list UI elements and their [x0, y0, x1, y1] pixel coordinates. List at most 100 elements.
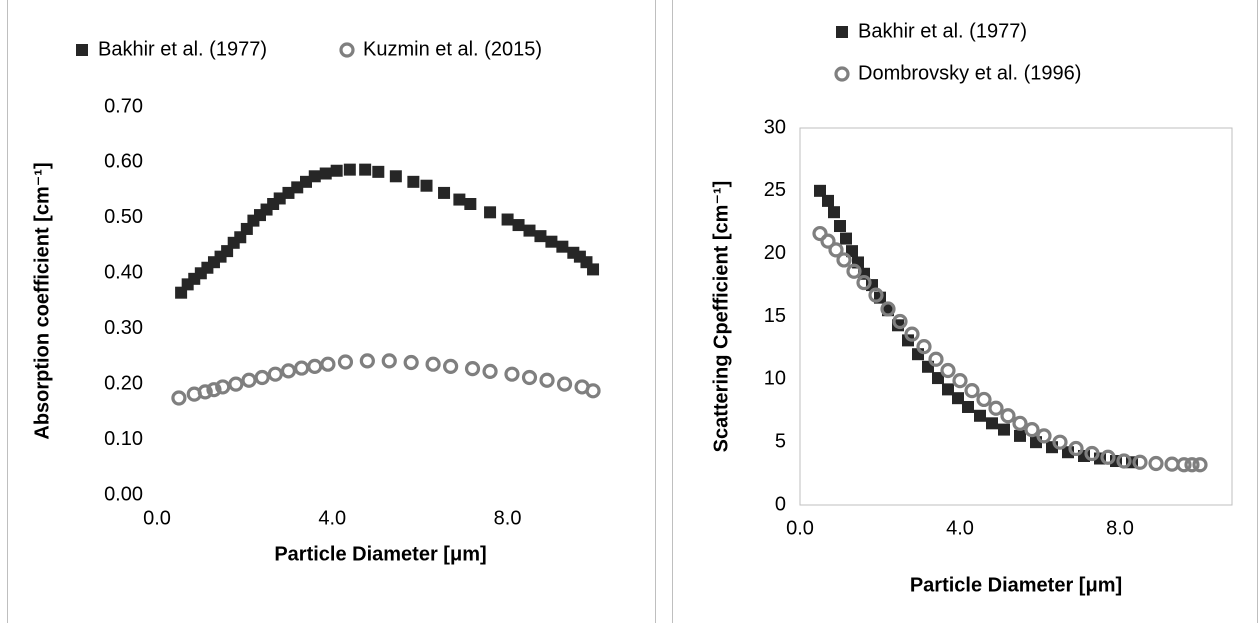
- data-point: [1024, 422, 1040, 438]
- data-point: [247, 214, 260, 227]
- data-point: [1100, 449, 1116, 465]
- data-point: [464, 198, 477, 210]
- data-point: [512, 219, 525, 232]
- data-point: [952, 372, 968, 389]
- data-point: [425, 356, 441, 372]
- data-point: [1148, 455, 1164, 472]
- data-point: [523, 224, 536, 237]
- data-point: [556, 376, 573, 392]
- data-point: [880, 301, 896, 317]
- data-point: [267, 366, 283, 382]
- data-point: [892, 313, 908, 330]
- y-tick-label: 15: [764, 305, 786, 327]
- data-point: [438, 186, 451, 199]
- legend-label: Kuzmin et al. (2015): [363, 38, 542, 60]
- data-point: [308, 170, 321, 183]
- data-point: [940, 362, 956, 379]
- data-point: [443, 358, 459, 375]
- data-point: [846, 263, 862, 279]
- y-tick-label: 0: [775, 493, 786, 515]
- data-point: [453, 193, 466, 206]
- data-point: [916, 339, 932, 355]
- x-tick-label: 4.0: [946, 517, 974, 539]
- data-point: [1192, 457, 1208, 473]
- data-point: [974, 409, 986, 422]
- plot-frame: [799, 127, 1233, 506]
- data-point: [836, 252, 852, 268]
- data-point: [814, 184, 826, 197]
- data-point: [822, 194, 834, 207]
- data-point: [834, 220, 846, 233]
- data-point: [171, 390, 187, 406]
- data-point: [320, 356, 336, 372]
- data-point: [962, 400, 974, 413]
- data-point: [534, 230, 547, 243]
- data-point: [337, 354, 354, 370]
- data-point: [420, 179, 433, 192]
- data-point: [215, 379, 231, 395]
- data-point: [359, 163, 372, 176]
- data-point: [228, 376, 244, 392]
- data-point: [1068, 440, 1084, 457]
- data-point: [501, 213, 514, 226]
- x-tick-label: 0.0: [143, 507, 171, 529]
- y-tick-label: 0.70: [104, 95, 143, 117]
- data-point: [403, 354, 419, 371]
- y-tick-label: 20: [764, 242, 786, 264]
- data-point: [828, 206, 840, 219]
- data-point: [976, 391, 992, 408]
- data-point: [464, 361, 481, 377]
- data-point: [307, 358, 323, 375]
- x-axis-title: Particle Diameter [μm]: [274, 543, 486, 565]
- legend-marker: [76, 44, 88, 56]
- data-point: [964, 383, 980, 399]
- data-point: [585, 383, 601, 399]
- data-point: [1176, 457, 1192, 473]
- data-point: [998, 423, 1010, 436]
- data-point: [1084, 445, 1100, 462]
- data-point: [928, 351, 944, 367]
- data-point: [1116, 453, 1132, 469]
- data-point: [952, 392, 964, 405]
- data-point: [407, 175, 420, 188]
- data-point: [206, 382, 222, 398]
- legend-label: Bakhir et al. (1977): [98, 38, 267, 60]
- x-tick-label: 0.0: [786, 517, 814, 539]
- data-point: [904, 326, 920, 342]
- data-point: [381, 353, 397, 369]
- data-point: [988, 400, 1004, 416]
- y-tick-label: 10: [764, 368, 786, 390]
- legend-marker: [339, 42, 355, 58]
- y-tick-label: 0.40: [104, 262, 143, 284]
- data-point: [828, 242, 844, 258]
- legend-label: Bakhir et al. (1977): [858, 20, 1027, 42]
- y-tick-label: 25: [764, 179, 786, 201]
- data-point: [343, 163, 356, 176]
- y-tick-label: 5: [775, 430, 786, 452]
- data-point: [856, 274, 872, 291]
- data-point: [986, 417, 998, 430]
- data-point: [330, 164, 343, 177]
- y-tick-label: 0.20: [104, 372, 143, 394]
- x-axis-title: Particle Diameter [μm]: [910, 574, 1122, 596]
- data-point: [942, 383, 954, 396]
- legend-label: Dombrovsky et al. (1996): [858, 62, 1081, 84]
- x-tick-label: 4.0: [318, 507, 346, 529]
- data-point: [1014, 429, 1026, 442]
- data-point: [556, 240, 569, 253]
- y-tick-label: 0.50: [104, 206, 143, 228]
- data-point: [545, 235, 558, 248]
- y-axis-title: Scattering Cpefficient [cm⁻¹]: [710, 181, 732, 453]
- data-point: [1036, 428, 1052, 444]
- data-point: [868, 287, 884, 303]
- data-point: [587, 263, 600, 276]
- data-point: [254, 369, 270, 386]
- data-point: [1012, 415, 1028, 431]
- data-point: [241, 372, 257, 388]
- data-point: [280, 363, 297, 379]
- data-point: [539, 372, 555, 388]
- data-point: [1000, 408, 1016, 424]
- data-point: [1164, 456, 1180, 472]
- y-tick-label: 0.30: [104, 317, 143, 339]
